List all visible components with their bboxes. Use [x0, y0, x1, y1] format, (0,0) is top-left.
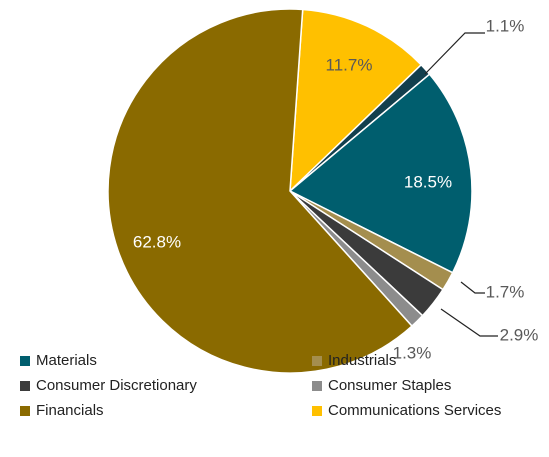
- leader-line: [460, 281, 485, 294]
- data-label: 11.7%: [326, 55, 373, 74]
- legend-swatch: [312, 356, 322, 366]
- legend-swatch: [20, 406, 30, 416]
- legend-label: Industrials: [328, 352, 396, 369]
- data-label: 1.3%: [393, 343, 432, 362]
- legend-label: Consumer Discretionary: [36, 377, 197, 394]
- data-label: 62.8%: [133, 232, 181, 251]
- pie-slice: [289, 8, 423, 193]
- legend-label: Consumer Staples: [328, 377, 451, 394]
- data-label: 2.9%: [500, 325, 539, 344]
- legend-swatch: [20, 381, 30, 391]
- data-label: 1.7%: [486, 282, 525, 301]
- legend-label: Materials: [36, 352, 97, 369]
- leader-line: [440, 308, 498, 337]
- legend-swatch: [312, 406, 322, 416]
- legend-label: Communications Services: [328, 402, 501, 419]
- data-label: 18.5%: [404, 172, 452, 191]
- data-label: 1.1%: [486, 16, 525, 35]
- pie-slice: [107, 8, 414, 374]
- legend-swatch: [20, 356, 30, 366]
- leader-line: [424, 32, 485, 75]
- pie-slice: [288, 73, 473, 274]
- legend-label: Financials: [36, 402, 104, 419]
- legend-swatch: [312, 381, 322, 391]
